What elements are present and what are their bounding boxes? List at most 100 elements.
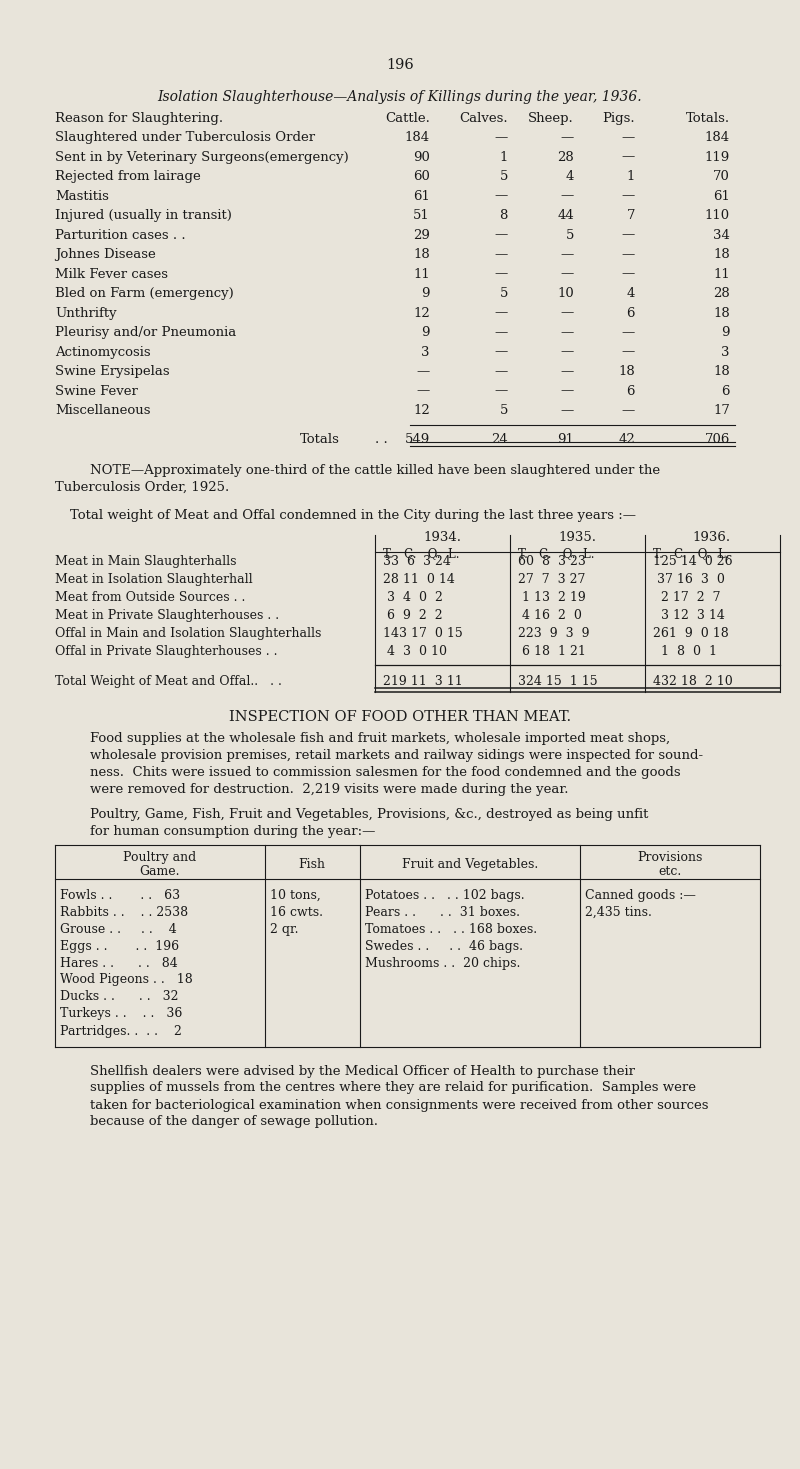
- Text: Grouse . .     . .    4: Grouse . . . . 4: [60, 923, 177, 936]
- Text: Meat from Outside Sources . .: Meat from Outside Sources . .: [55, 591, 246, 604]
- Text: 9: 9: [722, 326, 730, 339]
- Text: taken for bacteriological examination when consignments were received from other: taken for bacteriological examination wh…: [90, 1099, 709, 1112]
- Text: Eggs . .       . .  196: Eggs . . . . 196: [60, 940, 179, 952]
- Text: —: —: [561, 190, 574, 203]
- Text: Pigs.: Pigs.: [602, 112, 635, 125]
- Text: —: —: [622, 326, 635, 339]
- Text: 70: 70: [713, 170, 730, 184]
- Text: because of the danger of sewage pollution.: because of the danger of sewage pollutio…: [90, 1115, 378, 1128]
- Text: Provisions: Provisions: [638, 851, 702, 864]
- Text: 11: 11: [714, 267, 730, 281]
- Text: Sent in by Veterinary Surgeons(emergency): Sent in by Veterinary Surgeons(emergency…: [55, 150, 349, 163]
- Text: 5: 5: [500, 286, 508, 300]
- Text: 4 16  2  0: 4 16 2 0: [518, 608, 582, 621]
- Text: 1934.: 1934.: [423, 530, 461, 544]
- Text: for human consumption during the year:—: for human consumption during the year:—: [90, 824, 375, 837]
- Text: Swedes . .     . .  46 bags.: Swedes . . . . 46 bags.: [365, 940, 523, 952]
- Text: 125 14  0 26: 125 14 0 26: [653, 554, 733, 567]
- Text: 90: 90: [413, 150, 430, 163]
- Text: 261  9  0 18: 261 9 0 18: [653, 626, 729, 639]
- Text: Wood Pigeons . .   18: Wood Pigeons . . 18: [60, 974, 193, 987]
- Text: T.   C.   Q.  L.: T. C. Q. L.: [653, 548, 730, 561]
- Text: Fowls . .       . .   63: Fowls . . . . 63: [60, 889, 180, 902]
- Text: 1: 1: [626, 170, 635, 184]
- Text: 1935.: 1935.: [558, 530, 596, 544]
- Text: —: —: [494, 248, 508, 261]
- Text: Fish: Fish: [298, 858, 326, 871]
- Text: —: —: [622, 150, 635, 163]
- Text: Swine Fever: Swine Fever: [55, 385, 138, 398]
- Text: Turkeys . .    . .   36: Turkeys . . . . 36: [60, 1008, 182, 1021]
- Text: 7: 7: [626, 209, 635, 222]
- Text: 8: 8: [500, 209, 508, 222]
- Text: 1: 1: [500, 150, 508, 163]
- Text: 4: 4: [626, 286, 635, 300]
- Text: Hares . .      . .   84: Hares . . . . 84: [60, 956, 178, 970]
- Text: 324 15  1 15: 324 15 1 15: [518, 674, 598, 687]
- Text: wholesale provision premises, retail markets and railway sidings were inspected : wholesale provision premises, retail mar…: [90, 749, 703, 761]
- Text: 44: 44: [558, 209, 574, 222]
- Text: 5: 5: [500, 170, 508, 184]
- Text: Poultry, Game, Fish, Fruit and Vegetables, Provisions, &c., destroyed as being u: Poultry, Game, Fish, Fruit and Vegetable…: [90, 808, 648, 821]
- Text: 12: 12: [414, 307, 430, 319]
- Text: 12: 12: [414, 404, 430, 417]
- Text: 223  9  3  9: 223 9 3 9: [518, 626, 590, 639]
- Text: 9: 9: [422, 286, 430, 300]
- Text: Actinomycosis: Actinomycosis: [55, 345, 150, 358]
- Text: T.   C.   Q.  L.: T. C. Q. L.: [383, 548, 459, 561]
- Text: 27  7  3 27: 27 7 3 27: [518, 573, 586, 586]
- Text: —: —: [561, 404, 574, 417]
- Text: 28: 28: [714, 286, 730, 300]
- Text: Mushrooms . .  20 chips.: Mushrooms . . 20 chips.: [365, 956, 520, 970]
- Text: 6: 6: [626, 385, 635, 398]
- Text: Offal in Private Slaughterhouses . .: Offal in Private Slaughterhouses . .: [55, 645, 278, 658]
- Text: Potatoes . .   . . 102 bags.: Potatoes . . . . 102 bags.: [365, 889, 525, 902]
- Text: Meat in Isolation Slaughterhall: Meat in Isolation Slaughterhall: [55, 573, 253, 586]
- Text: Parturition cases . .: Parturition cases . .: [55, 229, 186, 241]
- Text: 33  6  3 24: 33 6 3 24: [383, 554, 451, 567]
- Text: 11: 11: [414, 267, 430, 281]
- Text: Calves.: Calves.: [459, 112, 508, 125]
- Text: Ducks . .      . .   32: Ducks . . . . 32: [60, 990, 178, 1003]
- Text: 706: 706: [705, 432, 730, 445]
- Text: 5: 5: [500, 404, 508, 417]
- Text: 18: 18: [714, 307, 730, 319]
- Text: Pleurisy and/or Pneumonia: Pleurisy and/or Pneumonia: [55, 326, 236, 339]
- Text: Mastitis: Mastitis: [55, 190, 109, 203]
- Text: Miscellaneous: Miscellaneous: [55, 404, 150, 417]
- Text: Sheep.: Sheep.: [528, 112, 574, 125]
- Text: . .: . .: [375, 432, 388, 445]
- Text: Game.: Game.: [140, 864, 180, 877]
- Text: 143 17  0 15: 143 17 0 15: [383, 626, 462, 639]
- Text: Injured (usually in transit): Injured (usually in transit): [55, 209, 232, 222]
- Text: were removed for destruction.  2,219 visits were made during the year.: were removed for destruction. 2,219 visi…: [90, 783, 569, 796]
- Text: —: —: [561, 345, 574, 358]
- Text: Unthrifty: Unthrifty: [55, 307, 117, 319]
- Text: Poultry and: Poultry and: [123, 851, 197, 864]
- Text: Fruit and Vegetables.: Fruit and Vegetables.: [402, 858, 538, 871]
- Text: INSPECTION OF FOOD OTHER THAN MEAT.: INSPECTION OF FOOD OTHER THAN MEAT.: [229, 710, 571, 724]
- Text: ness.  Chits were issued to commission salesmen for the food condemned and the g: ness. Chits were issued to commission sa…: [90, 765, 681, 779]
- Text: —: —: [561, 385, 574, 398]
- Text: supplies of mussels from the centres where they are relaid for purification.  Sa: supplies of mussels from the centres whe…: [90, 1081, 696, 1094]
- Text: 184: 184: [405, 131, 430, 144]
- Text: Partridges. .  . .    2: Partridges. . . . 2: [60, 1024, 182, 1037]
- Text: —: —: [561, 248, 574, 261]
- Text: Food supplies at the wholesale fish and fruit markets, wholesale imported meat s: Food supplies at the wholesale fish and …: [90, 732, 670, 745]
- Text: —: —: [622, 248, 635, 261]
- Text: —: —: [494, 307, 508, 319]
- Text: Offal in Main and Isolation Slaughterhalls: Offal in Main and Isolation Slaughterhal…: [55, 626, 322, 639]
- Text: Johnes Disease: Johnes Disease: [55, 248, 156, 261]
- Text: 1 13  2 19: 1 13 2 19: [518, 591, 586, 604]
- Text: Reason for Slaughtering.: Reason for Slaughtering.: [55, 112, 223, 125]
- Text: etc.: etc.: [658, 864, 682, 877]
- Text: 3: 3: [722, 345, 730, 358]
- Text: —: —: [622, 131, 635, 144]
- Text: 18: 18: [714, 364, 730, 378]
- Text: 6 18  1 21: 6 18 1 21: [518, 645, 586, 658]
- Text: 91: 91: [557, 432, 574, 445]
- Text: Tuberculosis Order, 1925.: Tuberculosis Order, 1925.: [55, 480, 230, 494]
- Text: 6  9  2  2: 6 9 2 2: [383, 608, 442, 621]
- Text: 219 11  3 11: 219 11 3 11: [383, 674, 462, 687]
- Text: Bled on Farm (emergency): Bled on Farm (emergency): [55, 286, 234, 300]
